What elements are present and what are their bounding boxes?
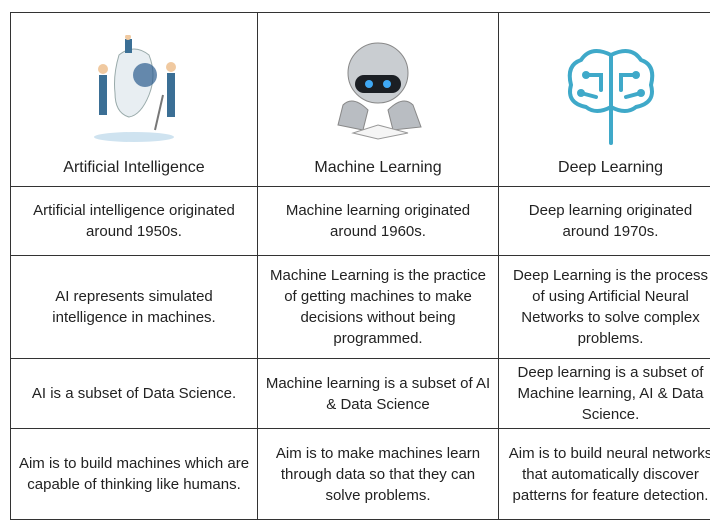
column-title: Machine Learning (314, 159, 441, 176)
table-cell: Deep learning originated around 1970s. (499, 187, 710, 256)
page: {"header": {"columns": ["Artificial Inte… (0, 0, 710, 506)
comparison-table-container: Artificial Intelligence Machine Learning (10, 12, 710, 512)
column-title: Deep Learning (558, 159, 663, 176)
table-cell: AI represents simulated intelligence in … (11, 256, 258, 359)
header-cell: Machine Learning (258, 13, 499, 187)
table-cell: AI is a subset of Data Science. (11, 359, 258, 429)
table-row: AI is a subset of Data Science. Machine … (11, 359, 710, 429)
table-cell: Machine learning is a subset of AI & Dat… (258, 359, 499, 429)
table-cell: Deep learning is a subset of Machine lea… (499, 359, 710, 429)
header-row: Artificial Intelligence Machine Learning (11, 13, 710, 187)
ai-illustration (79, 35, 189, 145)
column-title: Artificial Intelligence (63, 159, 204, 176)
header-cell: Artificial Intelligence (11, 13, 258, 187)
table-row: Artificial intelligence originated aroun… (11, 187, 710, 256)
table-cell: Machine learning originated around 1960s… (258, 187, 499, 256)
table-cell: Deep Learning is the process of using Ar… (499, 256, 710, 359)
robot-illustration (313, 35, 443, 145)
table-cell: Machine Learning is the practice of gett… (258, 256, 499, 359)
comparison-table: Artificial Intelligence Machine Learning (10, 12, 710, 520)
brain-illustration (556, 35, 666, 145)
header-cell: Deep Learning (499, 13, 710, 187)
table-cell: Artificial intelligence originated aroun… (11, 187, 258, 256)
table-row: AI represents simulated intelligence in … (11, 256, 710, 359)
